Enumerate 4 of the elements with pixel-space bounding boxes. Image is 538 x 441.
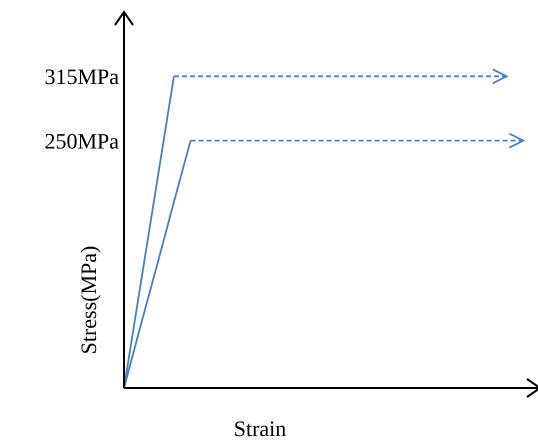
y-tick-label: 315MPa [44, 64, 120, 90]
x-axis-title: Strain [234, 416, 286, 441]
y-tick-label: 250MPa [44, 128, 120, 154]
y-axis-title: Stress(MPa) [76, 246, 101, 354]
